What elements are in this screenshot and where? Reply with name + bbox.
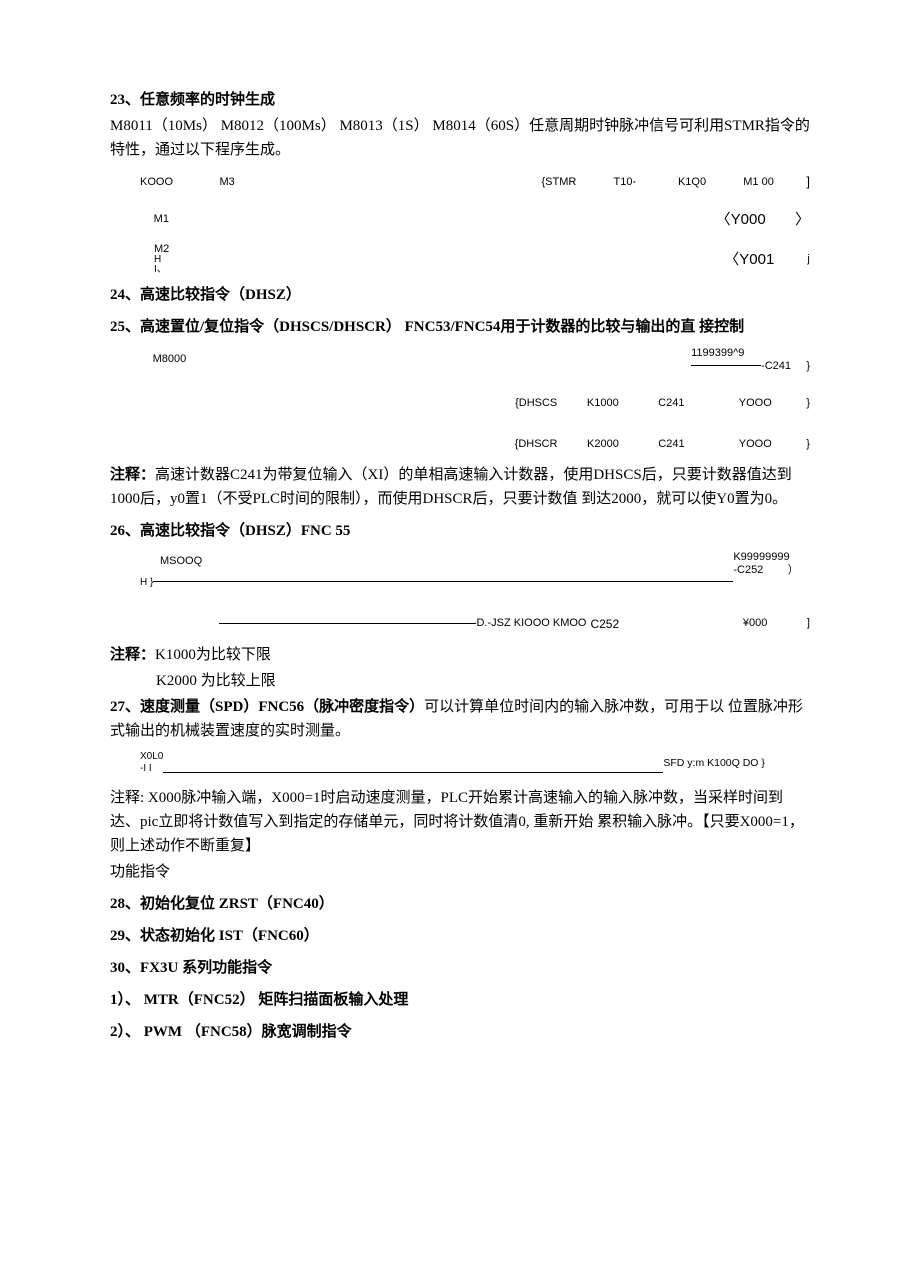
note-26-label: 注释： [110,647,155,663]
section-30b-title: 2）、 PWM （FNC58）脉宽调制指令 [110,1020,810,1044]
d23-r1-e: K1Q0 [678,172,706,193]
section-30-title: 30、FX3U 系列功能指令 [110,956,810,980]
d25-r3-b: K2000 [587,434,619,455]
note-26: 注释：K1000为比较下限 [110,643,810,667]
d26-r1-b: K99999999 [733,551,798,564]
d23-r2-c: 〉 [795,212,810,227]
note-26-body1: K1000为比较下限 [155,647,271,663]
d23-r1-f: M1 00 [743,172,774,193]
d23-r3-c: j [807,254,809,265]
d26-r2-b: C252 [590,613,619,636]
section-23-body: M8011（10Ms） M8012（100Ms） M8013（1S） M8014… [110,114,810,162]
d26-r1-d: ） [788,564,799,577]
d27-r1-aa: -I I [140,763,152,774]
section-23-title: 23、任意频率的时钟生成 [110,88,810,112]
d25-r2-e: } [806,393,810,414]
diagram-26: MSOOQ H } K99999999 -C252 ） D.-JSZ KIOOO… [140,551,810,636]
d25-r2-b: K1000 [587,393,619,414]
section-27: 27、速度测量（SPD）FNC56（脉冲密度指令）可以计算单位时间内的输入脉冲数… [110,695,810,743]
d23-r1-b: M3 [219,172,234,193]
section-24-title: 24、高速比较指令（DHSZ） [110,283,810,307]
d23-r1-a: KOOO [140,172,173,193]
section-25-title: 25、高速置位/复位指令（DHSCS/DHSCR） FNC53/FNC54用于计… [110,315,810,339]
section-28-title: 28、初始化复位 ZRST（FNC40） [110,892,810,916]
d25-r3-d: YOOO [739,434,772,455]
d27-r1-b: SFD y:m K100Q DO } [663,754,765,774]
d23-r3-b: 〈Y001 [724,252,774,267]
d23-r1-d: T10- [613,172,636,193]
d26-r2-a: D.-JSZ KIOOO KMOO [476,613,586,634]
d25-r3-e: } [806,434,810,455]
d25-r1-c: -C241 [761,360,791,373]
diagram-23: KOOO M3 {STMR T10- K1Q0 M1 00 ] M1 〈Y000… [140,170,810,275]
diagram-25: M8000 1199399^9 -C241 } {DHSCS K1000 C24… [140,347,810,455]
d26-r2-d: ] [807,613,810,634]
note-25-label: 注释： [110,467,155,483]
d27-r1-a: X0L0 [140,751,163,762]
d26-r2-c: ¥000 [743,613,767,634]
d25-r1-d: } [806,360,810,373]
d25-r2-c: C241 [658,393,684,414]
section-27-title: 27、速度测量（SPD）FNC56（脉冲密度指令） [110,699,424,715]
d26-r1-aa: H } [140,573,153,592]
section-29-title: 29、状态初始化 IST（FNC60） [110,924,810,948]
note-25: 注释：高速计数器C241为带复位输入（XI）的单相高速输入计数器，使用DHSCS… [110,463,810,511]
note-27: 注释: X000脉冲输入端，X000=1时启动速度测量，PLC开始累计高速输入的… [110,786,810,858]
d25-r1-a: M8000 [153,349,187,370]
d25-r1-b: 1199399^9 [691,347,810,360]
d25-r3-a: {DHSCR [515,434,558,455]
d26-r1-c: -C252 [733,564,763,577]
diagram-27: X0L0 -I I SFD y:m K100Q DO } [140,751,810,774]
section-26-title: 26、高速比较指令（DHSZ）FNC 55 [110,519,810,543]
d25-r2-d: YOOO [739,393,772,414]
d23-r3-ab: I、 [154,265,169,275]
d25-r3-c: C241 [658,434,684,455]
d23-r2-a: M1 [154,209,169,230]
d26-r1-a: MSOOQ [160,551,733,572]
d23-r3-a: M2 [154,244,169,255]
function-instructions-title: 功能指令 [110,860,810,884]
note-27-label: 注释: [110,790,144,806]
d25-r2-a: {DHSCS [515,393,557,414]
note-25-body: 高速计数器C241为带复位输入（XI）的单相高速输入计数器，使用DHSCS后，只… [110,467,792,507]
d23-r2-b: 〈Y000 [716,212,766,227]
d23-r1-g: ] [806,170,810,195]
note-26-body2: K2000 为比较上限 [110,669,810,693]
d23-r1-c: {STMR [541,172,576,193]
note-27-body: X000脉冲输入端，X000=1时启动速度测量，PLC开始累计高速输入的输入脉冲… [110,790,804,854]
section-30a-title: 1）、 MTR（FNC52） 矩阵扫描面板输入处理 [110,988,810,1012]
